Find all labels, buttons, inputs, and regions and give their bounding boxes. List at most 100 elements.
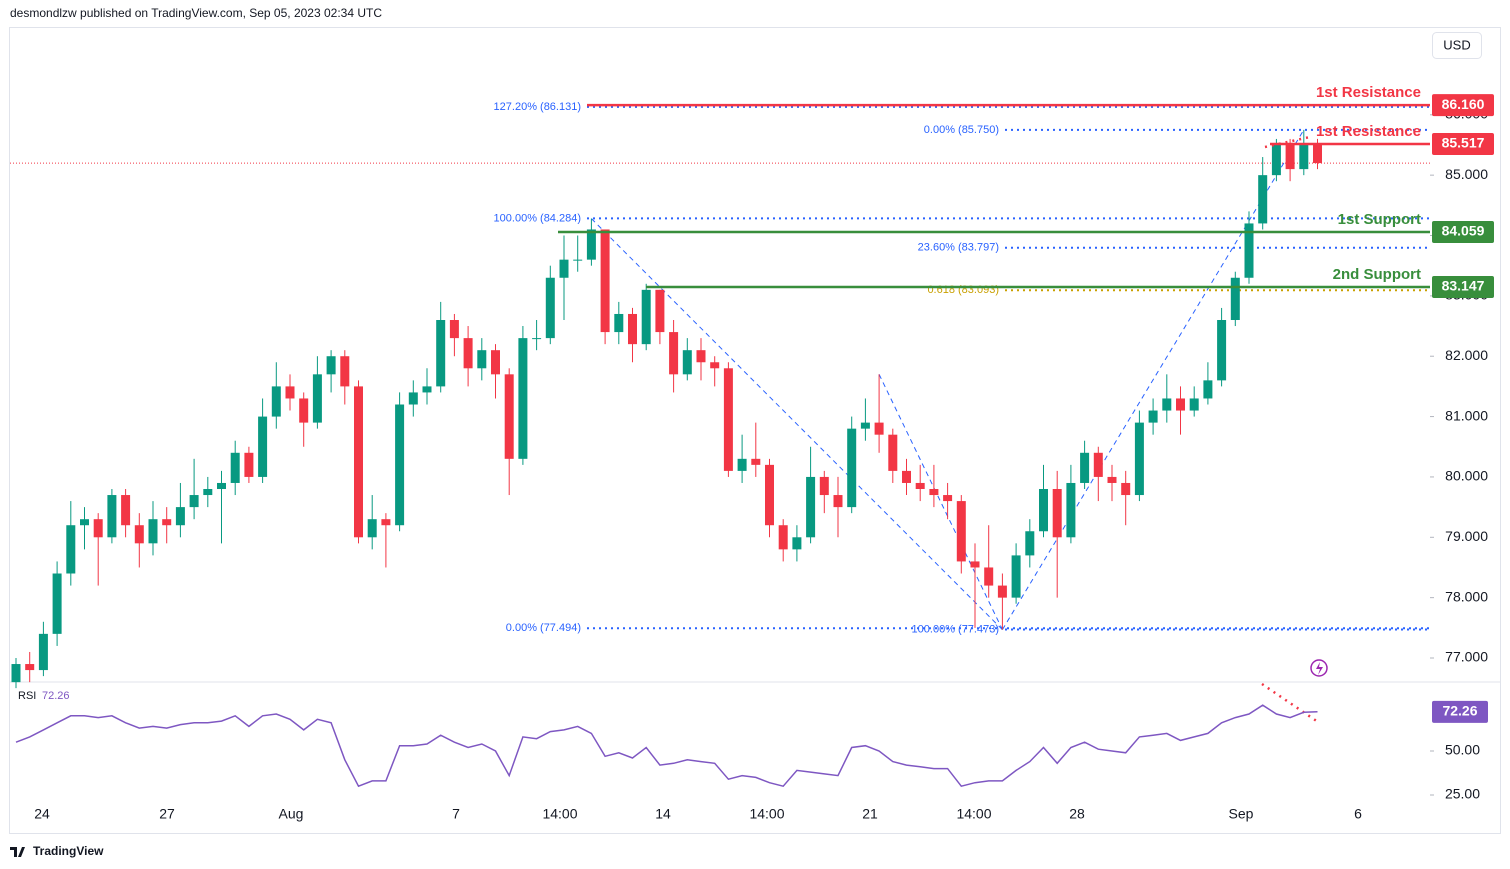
candle-body xyxy=(1011,555,1021,598)
candle-body xyxy=(354,386,363,538)
candle-body xyxy=(367,519,377,538)
candle-body xyxy=(1134,422,1144,496)
candle-body xyxy=(970,561,980,568)
fib-label: 0.00% (77.494) xyxy=(506,622,581,634)
candle-body xyxy=(778,525,788,550)
level-name: 1st Resistance xyxy=(1316,84,1421,101)
divergence-mark xyxy=(1261,682,1319,724)
candle-body xyxy=(1230,277,1240,321)
candle-body xyxy=(655,289,665,333)
y-tick-label: 85.000 xyxy=(1445,166,1488,182)
candle-body xyxy=(1052,489,1062,538)
candle-body xyxy=(395,404,405,526)
candle-body xyxy=(463,338,473,369)
candle-body xyxy=(751,458,761,465)
candle-body xyxy=(1189,398,1199,411)
candle-body xyxy=(902,470,911,483)
candle-body xyxy=(80,519,89,526)
candle-body xyxy=(230,452,240,483)
level-name: 1st Support xyxy=(1338,211,1421,228)
brand-logo xyxy=(10,847,25,857)
x-tick-label: 14:00 xyxy=(542,806,577,822)
price-tag-label: 83.147 xyxy=(1442,278,1485,294)
fib-label: 127.20% (86.131) xyxy=(494,101,581,113)
candle-body xyxy=(819,476,829,496)
x-tick-label: Sep xyxy=(1229,806,1254,822)
candle-body xyxy=(1107,476,1117,483)
candle-body xyxy=(888,434,898,471)
price-tag xyxy=(1432,275,1494,298)
rsi-name: RSI xyxy=(18,690,36,702)
level-name: 2nd Support xyxy=(1333,266,1421,283)
candle-body xyxy=(107,495,117,538)
candle-body xyxy=(641,289,651,345)
candle-body xyxy=(1271,144,1281,176)
candle-body xyxy=(1244,223,1254,278)
candle-body xyxy=(93,519,103,538)
price-tag xyxy=(1432,220,1494,243)
fib-label: 100.00% (77.473) xyxy=(912,623,999,635)
candle-body xyxy=(696,350,706,363)
fib-connector xyxy=(878,374,1003,630)
candle-body xyxy=(710,362,720,369)
candle-body xyxy=(1162,398,1172,411)
candle-body xyxy=(628,313,637,345)
candle-body xyxy=(1299,144,1309,170)
candle-body xyxy=(984,567,994,586)
price-tag-label: 85.517 xyxy=(1442,135,1485,151)
price-tag-label: 86.160 xyxy=(1442,96,1485,112)
rsi-tick-label: 50.00 xyxy=(1445,742,1480,758)
candle-body xyxy=(1217,320,1227,381)
rsi-tick-label: 25.00 xyxy=(1445,786,1480,802)
candle-body xyxy=(1148,410,1158,423)
fib-connector xyxy=(1001,129,1305,630)
candle-body xyxy=(491,350,500,375)
candle-body xyxy=(929,489,939,496)
candle-body xyxy=(518,338,528,459)
candle-body xyxy=(422,386,432,393)
candle-body xyxy=(436,320,446,387)
candle-body xyxy=(1066,482,1076,538)
candle-body xyxy=(765,464,774,526)
candle-body xyxy=(244,452,254,477)
currency-label: USD xyxy=(1443,37,1470,52)
event-icon[interactable] xyxy=(1310,659,1328,677)
candle-body xyxy=(66,525,76,574)
x-tick-label: 14:00 xyxy=(956,806,991,822)
divergence-mark xyxy=(1264,135,1311,149)
candle-body xyxy=(11,664,21,683)
event-icon-bolt xyxy=(1316,662,1323,675)
candle-body xyxy=(723,368,733,471)
candle-body xyxy=(1121,482,1131,496)
candle-body xyxy=(312,374,322,423)
candle-body xyxy=(943,495,953,502)
candle-body xyxy=(1025,531,1035,556)
currency-button[interactable] xyxy=(1432,32,1482,59)
candle-body xyxy=(121,495,131,526)
x-tick-label: 14:00 xyxy=(749,806,784,822)
rsi-tag-label: 72.26 xyxy=(1442,703,1477,719)
candle-body xyxy=(1258,175,1268,224)
fib-label: 100.00% (84.284) xyxy=(494,212,581,224)
y-tick-label: 80.000 xyxy=(1445,468,1488,484)
x-tick-label: 28 xyxy=(1069,806,1085,822)
y-tick-label: 81.000 xyxy=(1445,407,1488,423)
candle-body xyxy=(162,519,172,526)
candle-body xyxy=(1093,452,1103,477)
candle-body xyxy=(833,495,843,508)
candle-body xyxy=(792,537,802,550)
level-name: 1st Resistance xyxy=(1316,123,1421,140)
candle-body xyxy=(299,398,309,423)
candle-body xyxy=(956,501,966,562)
candle-body xyxy=(504,374,514,459)
candle-body xyxy=(258,416,268,477)
x-tick-label: Aug xyxy=(279,806,304,822)
y-tick-label: 77.000 xyxy=(1445,649,1488,665)
candle-body xyxy=(1039,489,1048,532)
candle-body xyxy=(1285,144,1295,170)
candle-body xyxy=(1203,380,1213,399)
x-tick-label: 21 xyxy=(862,806,878,822)
brand-name: TradingView xyxy=(33,844,104,858)
